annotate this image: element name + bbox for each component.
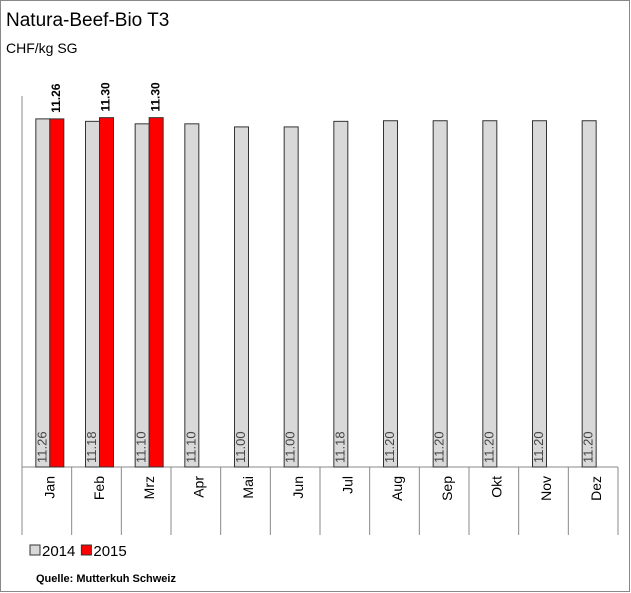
x-tick-label: Jan (42, 476, 58, 499)
value-label: 11.18 (84, 431, 99, 463)
x-tick-label: Mrz (141, 476, 157, 499)
bar (148, 117, 164, 468)
x-tick-label: Jul (340, 476, 356, 494)
bar (85, 120, 100, 468)
bar (333, 120, 349, 468)
bar (383, 120, 398, 468)
value-label: 11.20 (382, 431, 397, 463)
x-tick-label: Dez (588, 476, 604, 501)
value-label: 11.26 (49, 83, 63, 113)
legend-label: 2014 (42, 543, 75, 560)
x-tick-label: Nov (538, 476, 554, 501)
bar (234, 126, 249, 468)
bar (581, 120, 597, 468)
legend-swatch (29, 544, 41, 556)
bar (283, 126, 299, 468)
bar (99, 117, 114, 468)
bar (184, 123, 200, 468)
chart-subtitle: CHF/kg SG (6, 40, 78, 56)
x-tick-label: Apr (191, 476, 207, 498)
bar (432, 120, 448, 468)
bar (134, 123, 150, 468)
value-label: 11.30 (148, 82, 162, 112)
bar (35, 118, 51, 468)
value-label: 11.20 (432, 431, 447, 463)
legend-swatch (80, 544, 92, 556)
bar (482, 120, 498, 468)
x-tick-label: Mai (240, 476, 256, 499)
x-tick-label: Jun (290, 476, 306, 499)
x-tick-label: Aug (389, 476, 405, 501)
source: Quelle: Mutterkuh Schweiz (36, 573, 176, 585)
x-tick-label: Feb (91, 476, 107, 500)
value-label: 11.30 (99, 82, 113, 112)
value-label: 11.26 (34, 431, 49, 463)
value-label: 11.10 (183, 431, 198, 463)
bar (49, 118, 65, 468)
x-tick-label: Sep (439, 476, 455, 501)
legend-label: 2015 (93, 543, 126, 560)
value-label: 11.10 (134, 431, 149, 463)
value-label: 11.18 (332, 431, 347, 463)
bar (532, 120, 547, 468)
chart-title: Natura-Beef-Bio T3 (6, 10, 169, 31)
value-label: 11.20 (531, 431, 546, 463)
value-label: 11.00 (233, 431, 248, 463)
value-label: 11.00 (283, 431, 298, 463)
x-tick-label: Okt (489, 476, 505, 498)
value-label: 11.20 (481, 431, 496, 463)
value-label: 11.20 (581, 431, 596, 463)
